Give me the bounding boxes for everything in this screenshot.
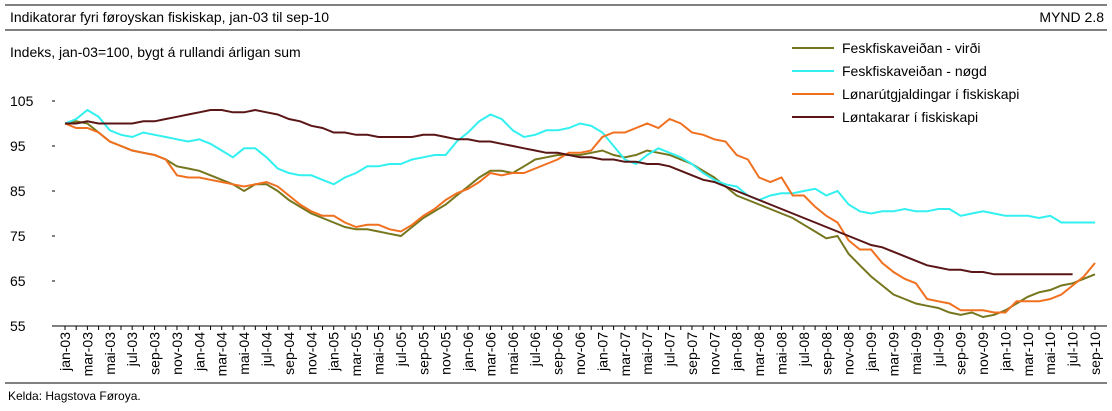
y-tick-label: 85 <box>10 183 26 199</box>
x-tick-label: sep-07 <box>684 332 700 375</box>
x-tick-label: nov-04 <box>303 332 319 375</box>
x-tick-label: mai-06 <box>505 332 521 375</box>
x-tick-label: mar-05 <box>348 332 364 377</box>
y-tick-label: 55 <box>10 318 26 334</box>
x-tick-label: jan-10 <box>997 332 1013 372</box>
y-tick-label: 105 <box>10 93 34 109</box>
series-line <box>64 117 1096 314</box>
x-tick-label: sep-06 <box>550 332 566 375</box>
x-tick-label: sep-10 <box>1087 332 1103 375</box>
x-tick-label: mai-05 <box>370 332 386 375</box>
x-tick-label: mai-09 <box>908 332 924 375</box>
x-tick-label: nov-07 <box>706 332 722 375</box>
x-tick-label: sep-04 <box>281 332 297 375</box>
x-tick-label: jul-07 <box>662 332 678 367</box>
x-tick-label: nov-08 <box>841 332 857 375</box>
x-tick-label: jan-05 <box>326 332 342 372</box>
x-tick-label: mar-06 <box>482 332 498 377</box>
x-tick-label: nov-05 <box>438 332 454 375</box>
x-tick-label: jul-09 <box>930 332 946 367</box>
x-tick-label: sep-08 <box>818 332 834 375</box>
x-tick-label: mar-03 <box>79 332 95 377</box>
x-tick-label: jul-06 <box>527 332 543 367</box>
x-tick-label: mai-03 <box>102 332 118 375</box>
y-tick-label: 65 <box>10 273 26 289</box>
figure-label: MYND 2.8 <box>1039 9 1104 25</box>
x-tick-label: mai-10 <box>1042 332 1058 375</box>
source: Kelda: Hagstova Føroya. <box>8 389 141 403</box>
x-tick-label: mar-09 <box>885 332 901 377</box>
x-tick-label: sep-09 <box>953 332 969 375</box>
x-tick-label: jul-03 <box>124 332 140 367</box>
x-tick-label: mai-07 <box>639 332 655 375</box>
legend-label: Feskfiskaveiðan - nøgd <box>842 63 987 79</box>
x-tick-label: jul-10 <box>1065 332 1081 367</box>
x-tick-label: nov-06 <box>572 332 588 375</box>
x-tick-label: jul-04 <box>259 332 275 367</box>
x-tick-label: jan-04 <box>191 332 207 372</box>
legend-label: Lønarútgjaldingar í fiskiskapi <box>842 86 1019 102</box>
y-axis-label: Indeks, jan-03=100, bygt á rullandi árli… <box>10 44 301 60</box>
x-tick-label: nov-09 <box>975 332 991 375</box>
legend-label: Feskfiskaveiðan - virði <box>842 40 981 56</box>
x-tick-label: jul-05 <box>393 332 409 367</box>
x-tick-label: mai-04 <box>236 332 252 375</box>
x-tick-label: mar-07 <box>617 332 633 377</box>
series-line <box>65 108 1073 276</box>
x-tick-label: jul-08 <box>796 332 812 367</box>
x-tick-label: sep-03 <box>147 332 163 375</box>
series-line <box>64 120 1096 319</box>
x-tick-label: jan-09 <box>863 332 879 372</box>
x-tick-label: mar-08 <box>751 332 767 377</box>
x-tick-label: mar-04 <box>214 332 230 377</box>
x-tick-label: jan-03 <box>57 332 73 372</box>
chart-title: Indikatorar fyri føroyskan fiskiskap, ja… <box>10 9 329 25</box>
y-tick-label: 95 <box>10 138 26 154</box>
y-tick-label: 75 <box>10 228 26 244</box>
series-line <box>64 108 1095 224</box>
x-tick-label: jan-08 <box>729 332 745 372</box>
x-tick-label: sep-05 <box>415 332 431 375</box>
x-tick-label: mai-08 <box>774 332 790 375</box>
x-tick-label: jan-06 <box>460 332 476 372</box>
x-tick-label: jan-07 <box>594 332 610 372</box>
legend-label: Løntakarar í fiskiskapi <box>842 109 978 125</box>
x-tick-label: nov-03 <box>169 332 185 375</box>
x-tick-label: mar-10 <box>1020 332 1036 377</box>
